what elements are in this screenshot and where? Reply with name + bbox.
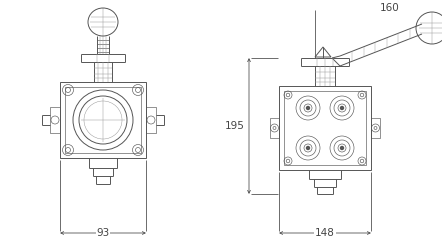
Bar: [270, 118, 279, 138]
Bar: [279, 86, 371, 170]
Text: 195: 195: [225, 121, 245, 131]
Bar: [50, 107, 60, 133]
Bar: [371, 118, 380, 138]
Text: 93: 93: [96, 228, 110, 238]
Circle shape: [306, 146, 309, 149]
Text: 148: 148: [315, 228, 335, 238]
Bar: [60, 82, 146, 158]
Circle shape: [340, 146, 343, 149]
Bar: [65, 87, 141, 153]
Bar: [284, 91, 366, 165]
Bar: [146, 107, 156, 133]
Circle shape: [340, 106, 343, 109]
Text: 160: 160: [380, 3, 400, 13]
Circle shape: [306, 106, 309, 109]
